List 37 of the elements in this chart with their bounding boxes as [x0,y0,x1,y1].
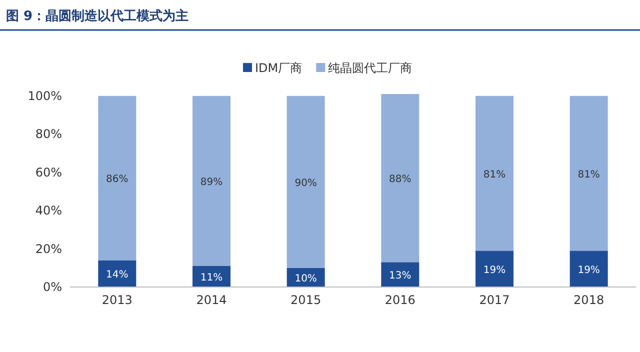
data-label: 86% [106,174,128,186]
bar [570,250,608,287]
bar [476,96,514,251]
y-tick-label: 40% [35,204,62,218]
x-tick-label: 2013 [102,293,132,307]
bar [476,250,514,287]
data-label: 81% [483,169,506,180]
x-tick-label: 2018 [574,293,604,307]
data-label: 88% [389,174,412,186]
data-label: 89% [200,176,223,188]
y-tick-label: 100% [28,88,62,103]
chart-title: 图 9：晶圆制造以代工模式为主 [6,8,189,24]
data-label: 11% [200,272,223,284]
data-label: 14% [106,270,128,281]
x-tick-label: 2015 [290,293,322,307]
y-tick-label: 0% [42,280,62,294]
bar [381,262,420,287]
data-label: 19% [578,264,600,276]
x-tick-label: 2016 [384,293,416,307]
y-tick-label: 80% [35,127,62,142]
bar [286,96,325,268]
y-tick-label: 20% [35,242,62,256]
data-label: 81% [578,169,600,180]
bar [381,94,420,262]
data-label: 10% [294,273,317,284]
data-label: 13% [389,270,412,282]
legend-label: IDM厂商 [255,61,302,75]
data-label: 90% [294,178,317,189]
bar [192,96,230,266]
x-tick-label: 2017 [479,293,510,307]
bar [98,260,136,287]
legend-label: 纯晶圆代工厂商 [328,61,412,75]
y-tick-label: 60% [35,165,62,180]
bar [570,96,608,251]
x-tick-label: 2014 [196,293,227,307]
data-label: 19% [483,264,506,276]
bar [98,96,136,260]
